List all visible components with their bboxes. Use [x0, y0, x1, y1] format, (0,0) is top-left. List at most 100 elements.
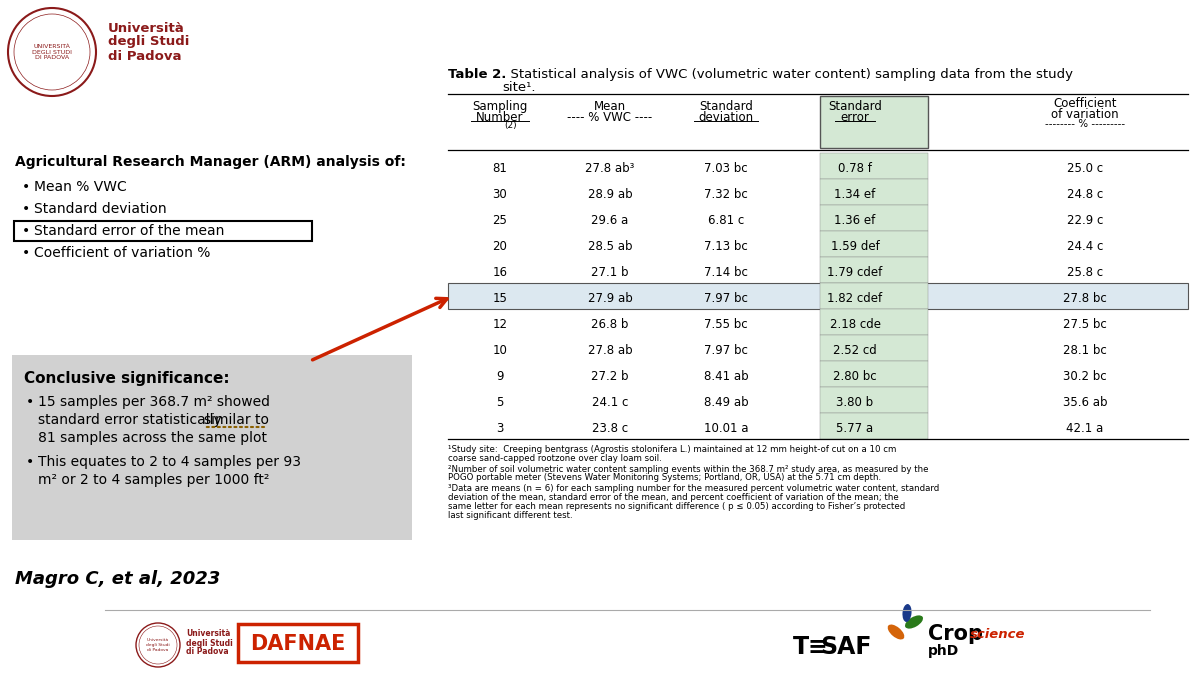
- Text: 25: 25: [492, 213, 508, 227]
- Ellipse shape: [888, 625, 905, 640]
- Text: 24.8 c: 24.8 c: [1067, 187, 1103, 200]
- Text: Mean: Mean: [594, 100, 626, 113]
- Text: SAF: SAF: [820, 635, 871, 659]
- Text: 2.52 cd: 2.52 cd: [833, 344, 877, 356]
- Text: ---- % VWC ----: ---- % VWC ----: [568, 111, 653, 124]
- Bar: [820, 335, 928, 361]
- Text: 8.49 ab: 8.49 ab: [703, 395, 749, 409]
- Text: 3: 3: [497, 422, 504, 435]
- Text: 28.1 bc: 28.1 bc: [1063, 344, 1106, 356]
- Text: UNIVERSITÀ
DEGLI STUDI
DI PADOVA: UNIVERSITÀ DEGLI STUDI DI PADOVA: [32, 43, 72, 60]
- Text: ³Data are means (n = 6) for each sampling number for the measured percent volume: ³Data are means (n = 6) for each samplin…: [448, 484, 940, 493]
- Text: phD: phD: [928, 644, 959, 658]
- Text: similar to: similar to: [204, 413, 269, 427]
- Text: 35.6 ab: 35.6 ab: [1063, 395, 1108, 409]
- Text: 27.5 bc: 27.5 bc: [1063, 318, 1106, 331]
- Text: site¹.: site¹.: [502, 81, 535, 94]
- Text: 30: 30: [493, 187, 508, 200]
- Text: degli Studi: degli Studi: [108, 35, 190, 48]
- Text: same letter for each mean represents no significant difference ( p ≤ 0.05) accor: same letter for each mean represents no …: [448, 502, 905, 511]
- Text: 5.77 a: 5.77 a: [836, 422, 874, 435]
- Text: 7.14 bc: 7.14 bc: [704, 265, 748, 278]
- Text: Number: Number: [476, 111, 523, 124]
- Text: •: •: [22, 224, 30, 238]
- Text: Standard: Standard: [828, 100, 882, 113]
- Text: Standard error of the mean: Standard error of the mean: [34, 224, 224, 238]
- Text: 24.1 c: 24.1 c: [592, 395, 628, 409]
- Text: 27.1 b: 27.1 b: [592, 265, 629, 278]
- Text: •: •: [22, 180, 30, 194]
- Bar: [820, 231, 928, 257]
- Text: 2.80 bc: 2.80 bc: [833, 369, 877, 382]
- Text: Sampling: Sampling: [473, 100, 528, 113]
- Text: deviation of the mean, standard error of the mean, and percent coefficient of va: deviation of the mean, standard error of…: [448, 493, 899, 502]
- Text: Standard deviation: Standard deviation: [34, 202, 167, 216]
- Text: di Padova: di Padova: [108, 50, 181, 62]
- Text: Table 2.: Table 2.: [448, 68, 506, 81]
- Text: 20: 20: [492, 240, 508, 253]
- Text: Crop: Crop: [928, 624, 983, 644]
- Text: m² or 2 to 4 samples per 1000 ft²: m² or 2 to 4 samples per 1000 ft²: [38, 473, 269, 487]
- Text: Coefficient: Coefficient: [1054, 97, 1117, 110]
- Text: 81 samples across the same plot: 81 samples across the same plot: [38, 431, 266, 445]
- Text: 0.78 f: 0.78 f: [838, 162, 872, 175]
- Text: 6.81 c: 6.81 c: [708, 213, 744, 227]
- Bar: [820, 205, 928, 231]
- Bar: [820, 257, 928, 283]
- Bar: [820, 387, 928, 413]
- Text: •: •: [26, 455, 35, 469]
- Ellipse shape: [905, 615, 923, 629]
- Text: Conclusive significance:: Conclusive significance:: [24, 371, 229, 386]
- Text: 1.82 cdef: 1.82 cdef: [828, 291, 882, 304]
- Bar: [820, 283, 928, 309]
- Text: Università
degli Studi
di Padova: Università degli Studi di Padova: [146, 638, 170, 652]
- Bar: [238, 624, 358, 662]
- Text: 27.8 ab: 27.8 ab: [588, 344, 632, 356]
- Bar: [820, 361, 928, 387]
- Text: ¹Study site:  Creeping bentgrass (Agrostis stolonifera L.) maintained at 12 mm h: ¹Study site: Creeping bentgrass (Agrosti…: [448, 445, 896, 454]
- Text: 23.8 c: 23.8 c: [592, 422, 628, 435]
- Text: Coefficient of variation %: Coefficient of variation %: [34, 246, 210, 260]
- Text: 15: 15: [492, 291, 508, 304]
- Text: 7.97 bc: 7.97 bc: [704, 344, 748, 356]
- Text: Magro C, et al, 2023: Magro C, et al, 2023: [14, 570, 221, 588]
- Text: Standard: Standard: [700, 100, 752, 113]
- Text: 7.13 bc: 7.13 bc: [704, 240, 748, 253]
- Text: Università: Università: [186, 629, 230, 638]
- Text: This equates to 2 to 4 samples per 93: This equates to 2 to 4 samples per 93: [38, 455, 301, 469]
- Text: 7.03 bc: 7.03 bc: [704, 162, 748, 175]
- Text: -------- % ---------: -------- % ---------: [1045, 119, 1126, 129]
- Text: 1.36 ef: 1.36 ef: [834, 213, 876, 227]
- Text: Università: Università: [108, 22, 185, 35]
- Text: 26.8 b: 26.8 b: [592, 318, 629, 331]
- Text: 27.2 b: 27.2 b: [592, 369, 629, 382]
- Text: 27.8 ab³: 27.8 ab³: [586, 162, 635, 175]
- Bar: [448, 283, 1188, 309]
- Text: 10: 10: [492, 344, 508, 356]
- Text: POGO portable meter (Stevens Water Monitoring Systems; Portland, OR, USA) at the: POGO portable meter (Stevens Water Monit…: [448, 473, 881, 482]
- Text: standard error statistically: standard error statistically: [38, 413, 226, 427]
- Text: error: error: [840, 111, 870, 124]
- Text: 7.97 bc: 7.97 bc: [704, 291, 748, 304]
- Text: ≡: ≡: [808, 635, 828, 659]
- Text: 42.1 a: 42.1 a: [1067, 422, 1104, 435]
- Text: 25.0 c: 25.0 c: [1067, 162, 1103, 175]
- Text: 1.34 ef: 1.34 ef: [834, 187, 876, 200]
- Text: ²Number of soil volumetric water content sampling events within the 368.7 m² stu: ²Number of soil volumetric water content…: [448, 464, 929, 473]
- Text: 25.8 c: 25.8 c: [1067, 265, 1103, 278]
- Text: 10.01 a: 10.01 a: [703, 422, 749, 435]
- Text: 28.9 ab: 28.9 ab: [588, 187, 632, 200]
- Text: Statistical analysis of VWC (volumetric water content) sampling data from the st: Statistical analysis of VWC (volumetric …: [502, 68, 1073, 81]
- Text: coarse sand-capped rootzone over clay loam soil.: coarse sand-capped rootzone over clay lo…: [448, 454, 661, 463]
- Text: 30.2 bc: 30.2 bc: [1063, 369, 1106, 382]
- Text: T: T: [793, 635, 809, 659]
- Text: 29.6 a: 29.6 a: [592, 213, 629, 227]
- Text: •: •: [26, 395, 35, 409]
- Bar: [820, 153, 928, 179]
- Text: (2): (2): [504, 121, 517, 130]
- Text: 27.9 ab: 27.9 ab: [588, 291, 632, 304]
- Bar: [820, 413, 928, 439]
- Text: Agricultural Research Manager (ARM) analysis of:: Agricultural Research Manager (ARM) anal…: [14, 155, 406, 169]
- Ellipse shape: [902, 604, 912, 622]
- Text: degli Studi: degli Studi: [186, 638, 233, 648]
